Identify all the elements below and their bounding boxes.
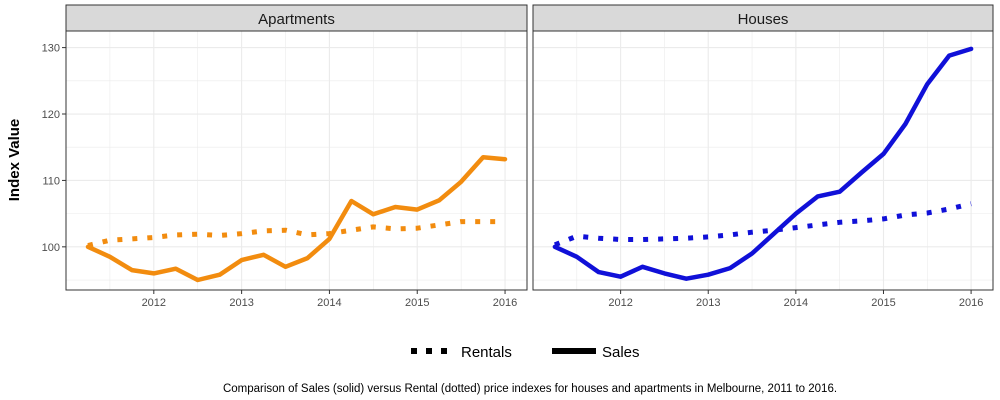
- houses-x-tick-label: 2013: [696, 297, 720, 309]
- apartments-x-tick-label: 2012: [142, 297, 166, 309]
- apartments-y-tick-label: 100: [42, 242, 60, 254]
- houses-x-tick-label: 2015: [871, 297, 895, 309]
- houses-x-tick-label: 2016: [959, 297, 983, 309]
- houses-strip: [532, 4, 994, 32]
- apartments-y-tick-label: 130: [42, 43, 60, 55]
- houses-panel: Houses 2012 2013 2014 2015 2016: [532, 4, 994, 309]
- legend: Rentals Sales: [411, 344, 640, 361]
- apartments-strip: [65, 4, 528, 32]
- y-axis-title: Index Value: [6, 119, 23, 202]
- houses-rentals-line: [553, 201, 972, 248]
- apartments-x-tick-label: 2015: [405, 297, 429, 309]
- chart-caption: Comparison of Sales (solid) versus Renta…: [223, 383, 837, 395]
- apartments-x-tick-label: 2013: [229, 297, 253, 309]
- apartments-plot-area: [66, 31, 527, 290]
- houses-x-tick-label: 2014: [784, 297, 808, 309]
- houses-plot-area: [533, 31, 993, 290]
- apartments-y-tick-label: 110: [42, 175, 60, 187]
- houses-sales-line: [552, 46, 974, 281]
- houses-x-tick-label: 2012: [608, 297, 632, 309]
- apartments-strip-label: Apartments: [258, 11, 335, 28]
- apartments-panel: Apartments 2012 2013 2014 2015 2016 100 110 120 1…: [42, 4, 528, 309]
- apartments-x-tick-label: 2014: [317, 297, 341, 309]
- houses-strip-label: Houses: [738, 11, 789, 28]
- legend-rentals-label: Rentals: [461, 344, 512, 361]
- apartments-sales-line: [85, 154, 508, 283]
- legend-sales-label: Sales: [602, 344, 640, 361]
- apartments-x-tick-label: 2016: [493, 297, 517, 309]
- panels-layer: Apartments 2012 2013 2014 2015 2016 100 110 120 1…: [42, 4, 994, 309]
- apartments-y-tick-label: 120: [42, 109, 60, 121]
